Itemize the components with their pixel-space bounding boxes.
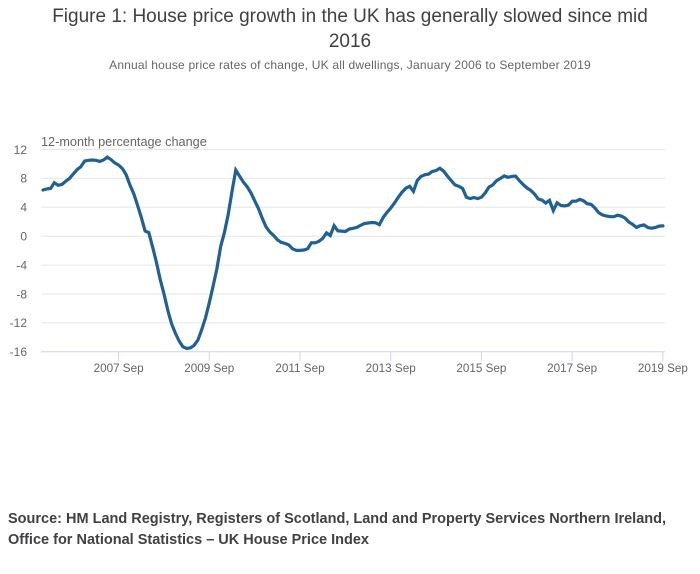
- svg-text:2009 Sep: 2009 Sep: [184, 362, 235, 375]
- svg-text:-12: -12: [10, 316, 28, 330]
- svg-text:2019 Sep: 2019 Sep: [638, 362, 689, 375]
- svg-text:12: 12: [14, 143, 28, 157]
- svg-text:12-month percentage change: 12-month percentage change: [41, 135, 207, 149]
- svg-text:8: 8: [20, 172, 27, 186]
- svg-text:2007 Sep: 2007 Sep: [94, 362, 145, 375]
- svg-text:4: 4: [20, 201, 27, 215]
- svg-text:2011 Sep: 2011 Sep: [275, 362, 325, 375]
- svg-text:0: 0: [20, 230, 27, 244]
- svg-text:-16: -16: [10, 345, 28, 359]
- svg-text:2013 Sep: 2013 Sep: [366, 362, 417, 375]
- svg-text:-4: -4: [16, 258, 27, 272]
- svg-text:2017 Sep: 2017 Sep: [547, 362, 598, 375]
- svg-text:-8: -8: [16, 287, 27, 301]
- svg-text:2015 Sep: 2015 Sep: [456, 362, 507, 375]
